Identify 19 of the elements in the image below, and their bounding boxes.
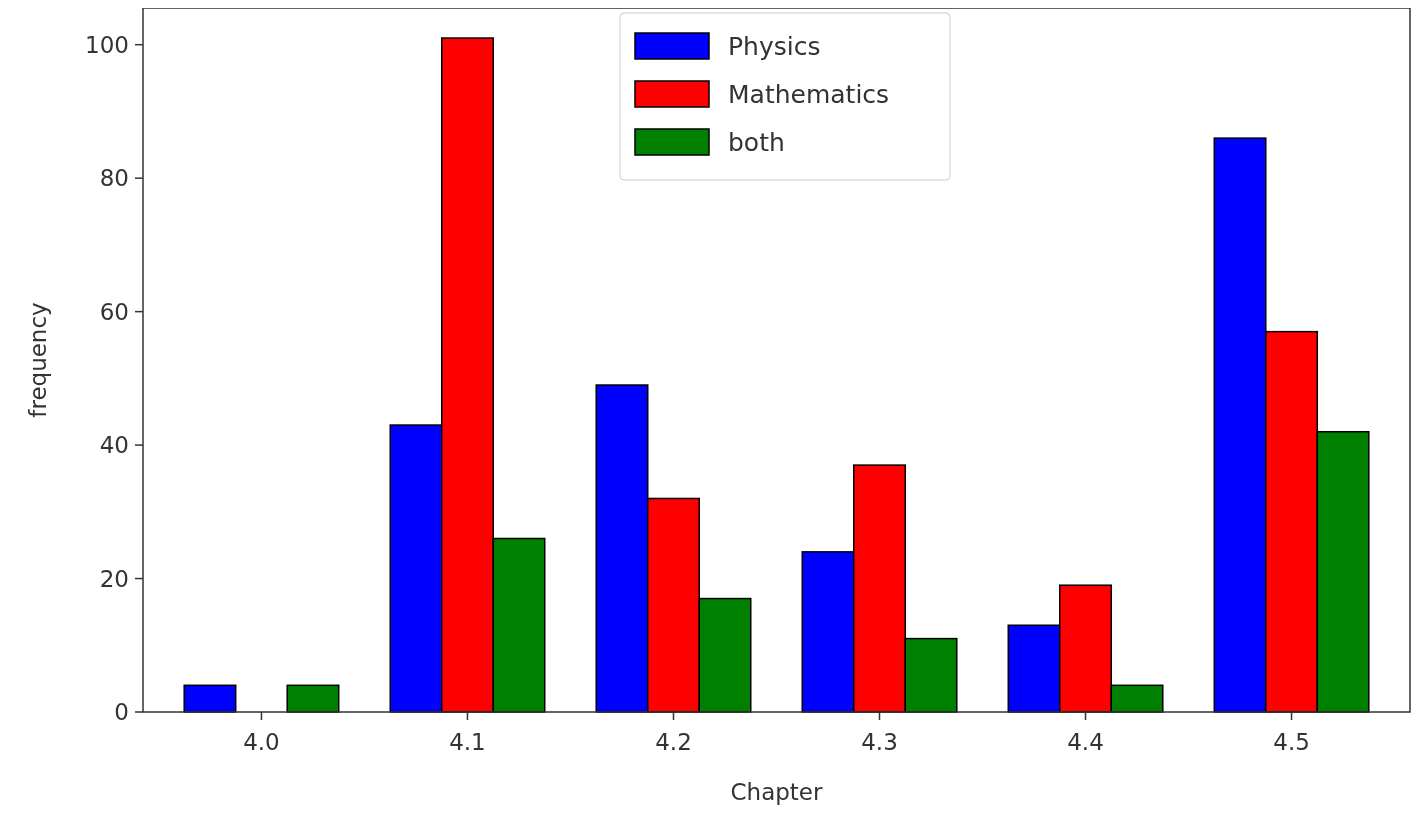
y-tick-label: 100	[85, 31, 129, 58]
x-tick-label: 4.0	[243, 729, 280, 755]
x-tick-label: 4.5	[1273, 729, 1310, 755]
legend-label: Physics	[728, 31, 821, 61]
y-tick-label: 0	[114, 699, 129, 726]
y-tick-label: 20	[99, 565, 129, 592]
bar	[286, 684, 340, 713]
y-axis-title: frequency	[25, 302, 51, 418]
y-tick-label: 60	[99, 298, 129, 325]
x-tick-label: 4.4	[1067, 729, 1104, 755]
legend-label: Mathematics	[728, 79, 890, 109]
x-axis-title: Chapter	[730, 779, 824, 805]
bar	[183, 684, 237, 713]
y-tick-label: 80	[99, 165, 129, 192]
x-tick-label: 4.3	[861, 729, 898, 755]
x-tick-label: 4.1	[449, 729, 486, 755]
legend-label: both	[728, 127, 785, 157]
y-tick-label: 40	[99, 432, 129, 459]
x-tick-label: 4.2	[655, 729, 692, 755]
